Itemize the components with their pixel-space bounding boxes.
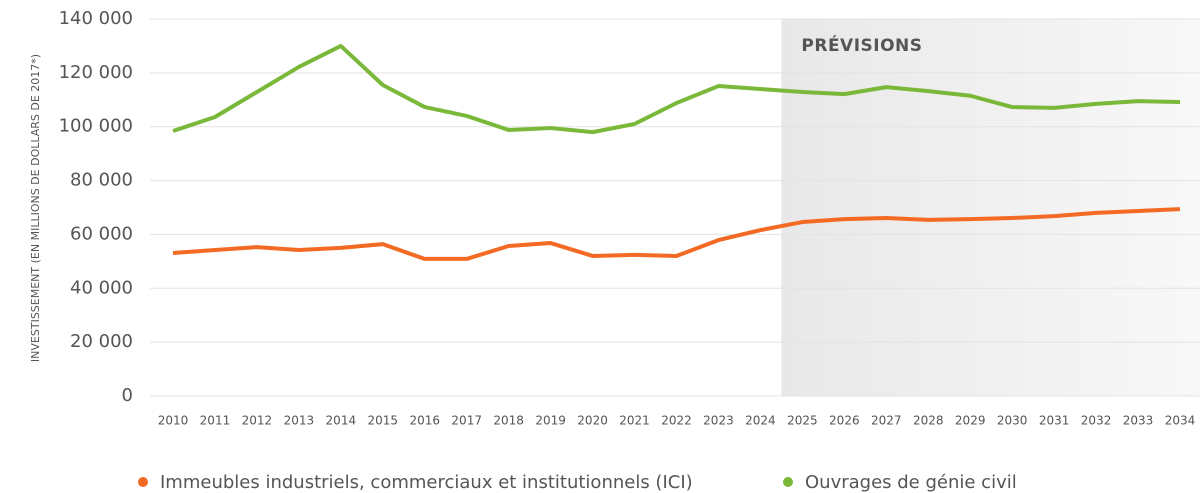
x-tick-label: 2017 (451, 414, 482, 428)
x-tick-label: 2026 (829, 414, 860, 428)
x-tick-label: 2033 (1123, 414, 1154, 428)
y-tick-label: 80 000 (70, 170, 133, 191)
x-tick-label: 2015 (368, 414, 399, 428)
legend-marker (783, 477, 793, 487)
legend-label: Ouvrages de génie civil (805, 472, 1017, 493)
x-tick-label: 2023 (703, 414, 734, 428)
x-tick-label: 2024 (745, 414, 776, 428)
x-tick-label: 2030 (997, 414, 1028, 428)
legend-label: Immeubles industriels, commerciaux et in… (160, 472, 693, 493)
y-tick-label: 60 000 (70, 223, 133, 244)
x-tick-label: 2032 (1081, 414, 1112, 428)
x-tick-label: 2013 (284, 414, 315, 428)
x-tick-label: 2021 (619, 414, 650, 428)
x-tick-label: 2010 (158, 414, 189, 428)
y-tick-label: 120 000 (59, 62, 133, 83)
y-tick-label: 0 (122, 385, 133, 406)
x-tick-label: 2019 (535, 414, 566, 428)
x-tick-label: 2020 (577, 414, 608, 428)
x-tick-label: 2014 (326, 414, 357, 428)
x-tick-label: 2018 (493, 414, 524, 428)
x-tick-label: 2034 (1165, 414, 1196, 428)
x-tick-label: 2029 (955, 414, 986, 428)
series-line (172, 207, 1181, 261)
y-tick-label: 40 000 (70, 277, 133, 298)
y-tick-label: 100 000 (59, 116, 133, 137)
forecast-region (781, 19, 1200, 396)
x-tick-label: 2027 (871, 414, 902, 428)
x-tick-label: 2028 (913, 414, 944, 428)
y-tick-label: 140 000 (59, 8, 133, 29)
x-tick-label: 2016 (409, 414, 440, 428)
x-tick-label: 2025 (787, 414, 818, 428)
series-line (172, 43, 1181, 135)
x-tick-label: 2031 (1039, 414, 1070, 428)
y-tick-label: 20 000 (70, 331, 133, 352)
x-tick-label: 2012 (242, 414, 273, 428)
annotation: PRÉVISIONS (801, 34, 922, 56)
y-axis-label: INVESTISSEMENT (EN MILLIONS DE DOLLARS D… (29, 54, 42, 362)
x-tick-label: 2022 (661, 414, 692, 428)
x-tick-label: 2011 (200, 414, 231, 428)
legend-marker (138, 477, 148, 487)
